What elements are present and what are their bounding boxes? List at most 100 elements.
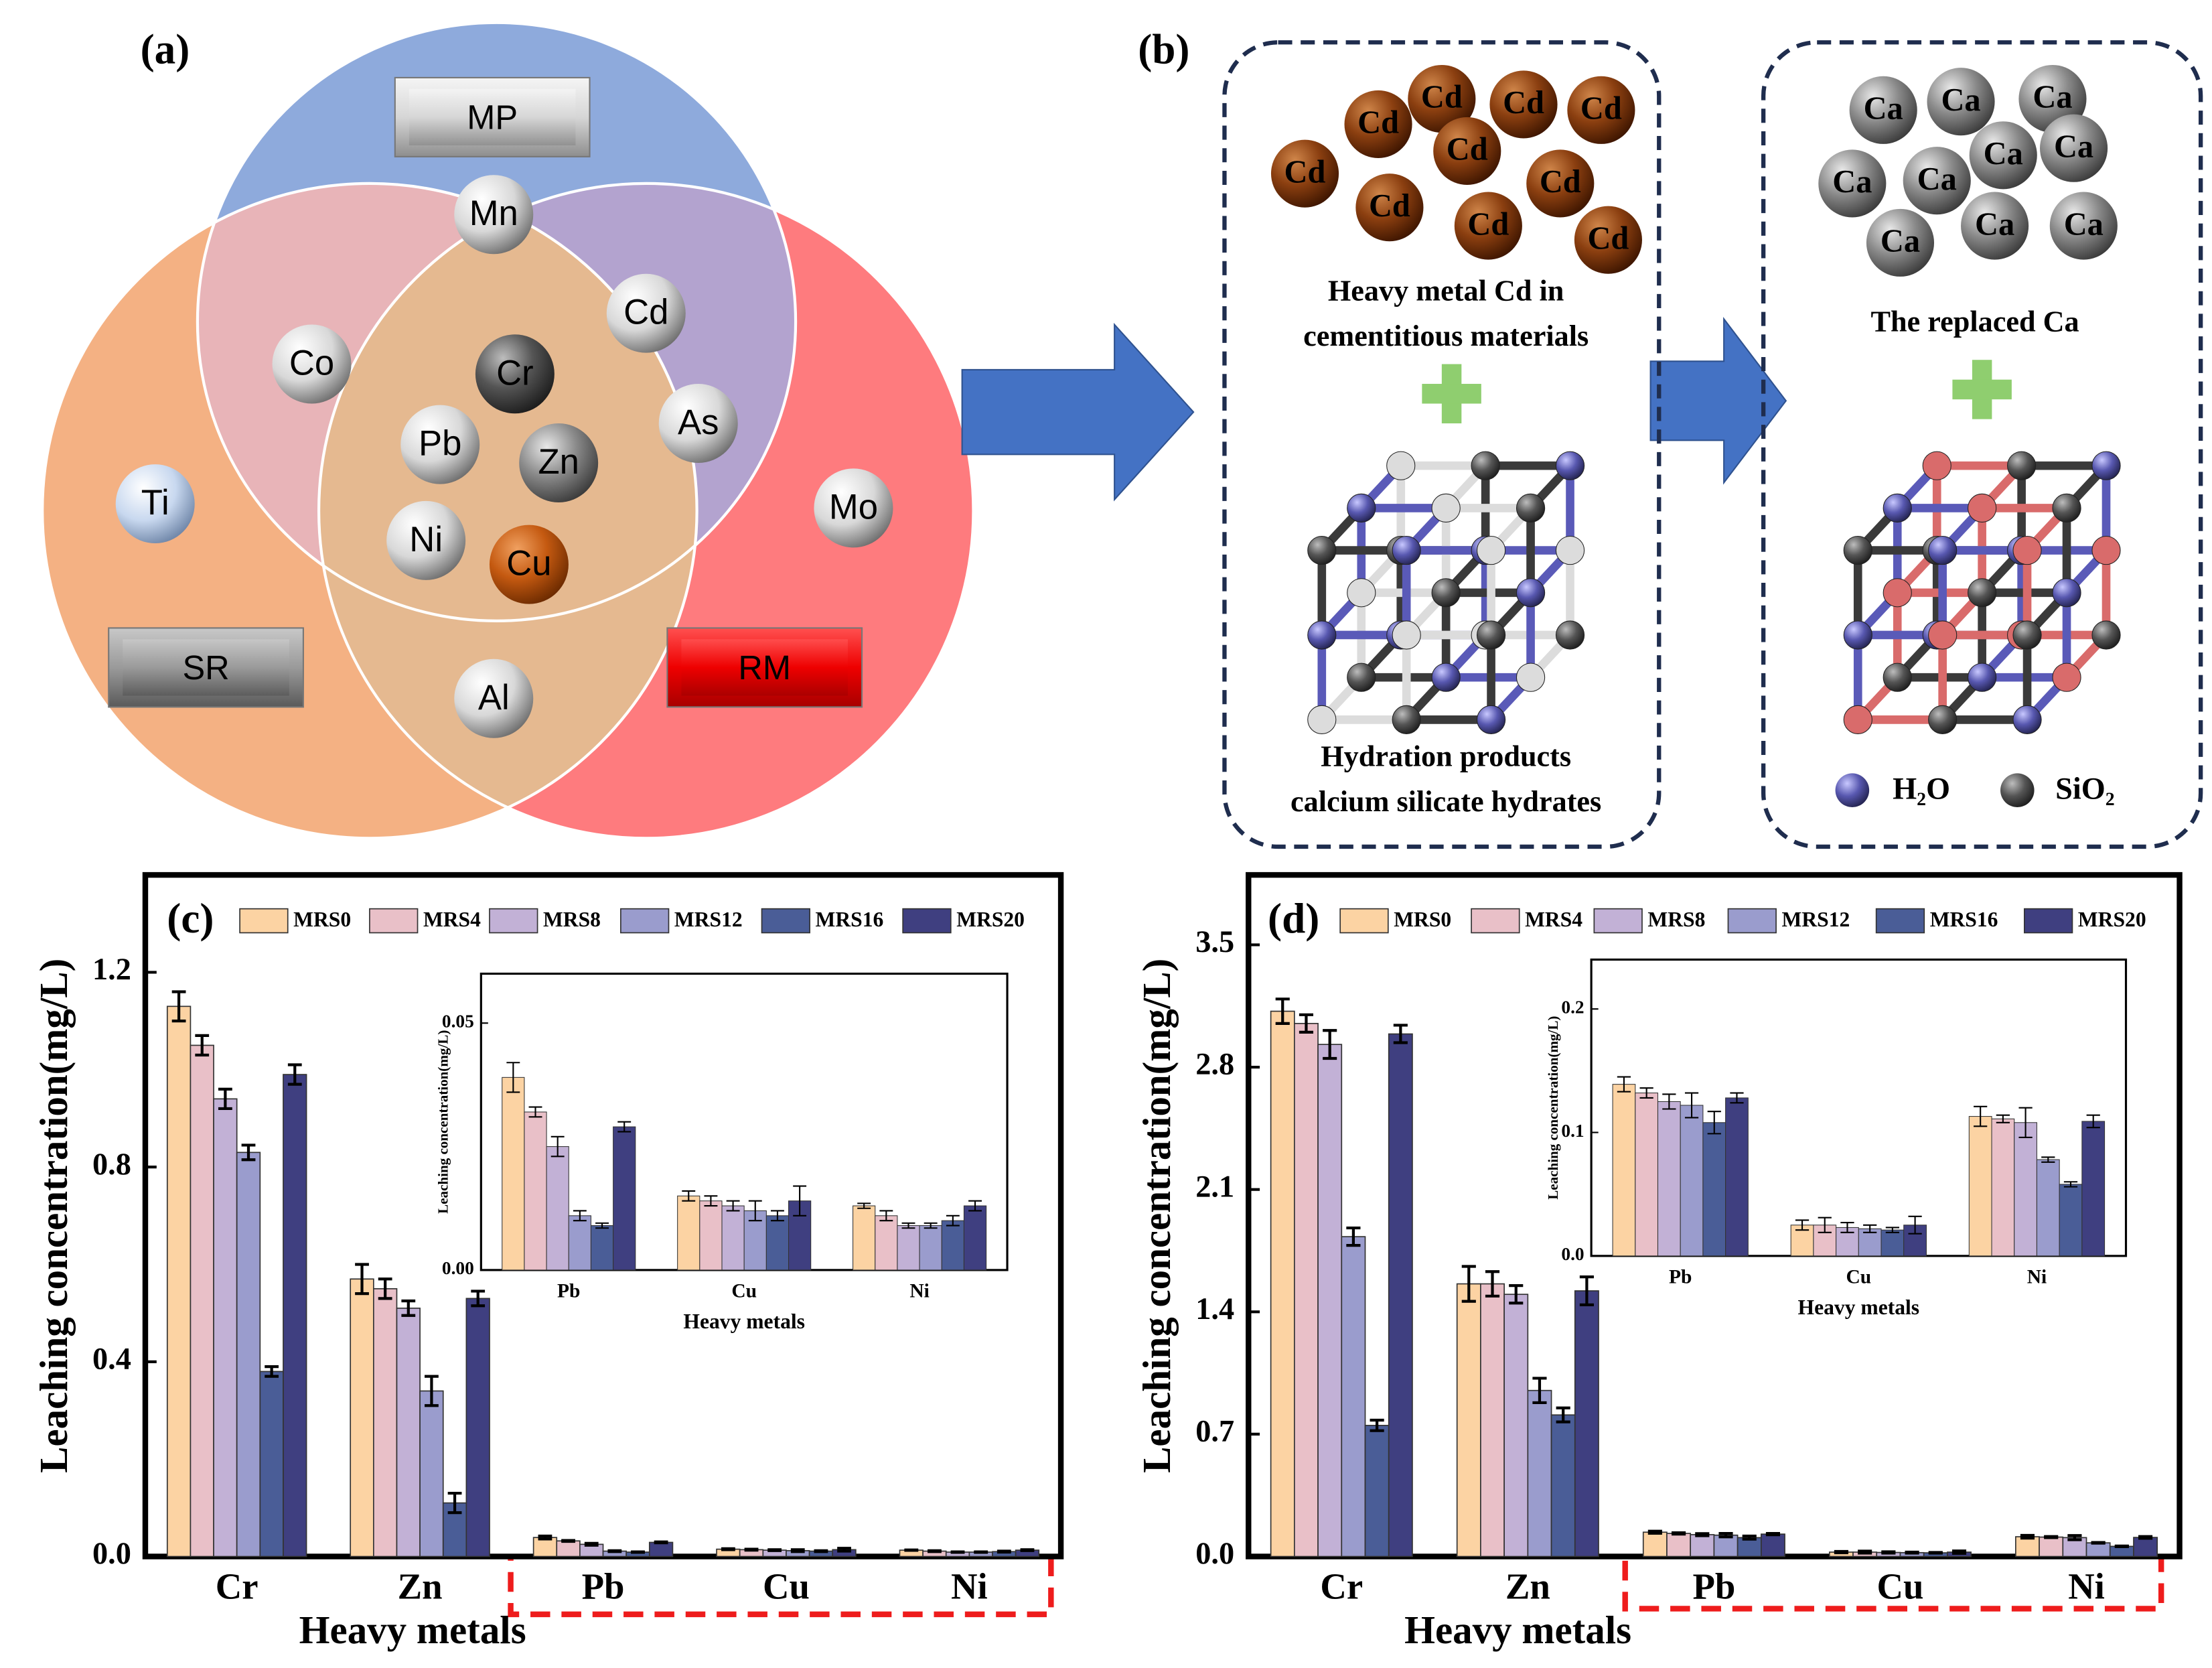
set-label: MP [467, 98, 518, 136]
atom [2091, 620, 2121, 650]
chart: 0.00 0.05 Pb Cu Ni Heavy metals Leaching conce… [435, 972, 1009, 1333]
error-bar [1532, 1377, 1547, 1405]
legend-label: MRS20 [956, 908, 1025, 931]
atom [1843, 620, 1872, 650]
x-axis-title: Heavy metals [1404, 1608, 1631, 1652]
ion-label: Ca [1984, 136, 2023, 171]
error-bar [682, 1190, 696, 1202]
cd-ion [1270, 139, 1339, 208]
error-bar [1556, 1406, 1570, 1423]
error-bar [2020, 1533, 2035, 1540]
error-bar [1662, 1093, 1676, 1110]
legend-label: MRS16 [1930, 908, 1998, 931]
atom [1883, 663, 1912, 692]
legend-swatch [1339, 908, 1389, 934]
ion-label: Cd [1357, 105, 1399, 141]
caption: Hydration products [1321, 740, 1571, 773]
x-tick-label: Cu [1876, 1566, 1923, 1607]
atom [1928, 536, 1958, 565]
x-tick-label: Ni [951, 1566, 988, 1607]
ion-label: Cd [1369, 188, 1410, 224]
x-axis-title: Heavy metals [683, 1310, 805, 1333]
ion-label: Ca [2064, 206, 2104, 242]
error-bar [631, 1550, 645, 1554]
atom [1555, 451, 1585, 480]
error-bar [726, 1200, 740, 1212]
atom [1307, 705, 1337, 734]
error-bar [528, 1106, 542, 1118]
atom [1476, 705, 1506, 734]
y-axis-title: Leaching concentration(mg/L) [435, 1030, 451, 1214]
error-bar [946, 1214, 960, 1227]
bar [1881, 1229, 1905, 1257]
set-box-face [681, 639, 849, 696]
bar [1574, 1290, 1599, 1557]
atom [1476, 536, 1506, 565]
bar [283, 1074, 307, 1557]
panel-label: (b) [1138, 26, 1189, 73]
cd-ion [1526, 149, 1595, 218]
panel-label: (a) [141, 26, 190, 73]
x-tick-label: Ni [909, 1280, 929, 1302]
element-ball [386, 500, 466, 580]
error-bar [1863, 1224, 1877, 1233]
element-label: Al [478, 678, 510, 717]
atom [1883, 493, 1912, 523]
element-label: Cu [506, 544, 551, 583]
bar [2039, 1536, 2064, 1557]
ion-label: Ca [1881, 224, 1920, 259]
bar [419, 1390, 444, 1557]
element-ball [400, 405, 480, 484]
error-bar [974, 1550, 988, 1554]
error-bar [1795, 1219, 1810, 1231]
bar [590, 1225, 614, 1271]
atom [1968, 578, 1997, 608]
bar [1702, 1122, 1726, 1257]
legend-ball [2000, 773, 2035, 807]
legend-label: MRS0 [293, 908, 351, 931]
ion-label: Cd [1580, 91, 1622, 127]
chart: 0.0 0.1 0.2 Pb Cu Ni Heavy metals Leaching conc… [1545, 958, 2128, 1319]
legend-swatch [1727, 908, 1777, 934]
bar [1480, 1283, 1505, 1557]
error-bar [1718, 1531, 1733, 1539]
atom [1968, 663, 1997, 692]
error-bar [770, 1210, 784, 1222]
bar [677, 1195, 701, 1271]
ca-ion [2040, 114, 2108, 182]
error-bar [425, 1375, 439, 1407]
ca-ion [1903, 147, 1971, 215]
x-axis-title: Heavy metals [299, 1608, 526, 1652]
element-ball [519, 423, 599, 502]
error-bar [1370, 1418, 1384, 1432]
atom [2012, 705, 2042, 734]
bar [919, 1225, 942, 1271]
error-bar [2041, 1156, 2055, 1163]
bar [502, 1076, 525, 1271]
element-label: Zn [538, 442, 579, 482]
bar [1657, 1101, 1681, 1257]
x-tick-label: Pb [557, 1280, 580, 1302]
atom [2052, 663, 2081, 692]
legend-label: SiO₂ [2055, 772, 2115, 806]
error-bar [1579, 1275, 1594, 1306]
dashed-frame [1761, 40, 2203, 849]
atom [1347, 578, 1376, 608]
cd-ion [1567, 76, 1635, 144]
error-bar [1707, 1111, 1721, 1135]
x-tick-label: Zn [1505, 1566, 1550, 1607]
y-tick-label: 2.1 [1195, 1170, 1234, 1204]
atom [1392, 705, 1421, 734]
bar [1317, 1044, 1343, 1557]
error-bar [1908, 1215, 1922, 1235]
legend-label: MRS12 [1782, 908, 1850, 931]
error-bar [793, 1185, 807, 1217]
x-tick-label: Pb [1669, 1266, 1692, 1288]
atom [1471, 451, 1500, 480]
element-label: Pb [419, 424, 461, 464]
set-box-face [409, 88, 576, 146]
bar [2133, 1537, 2158, 1557]
atom [1928, 620, 1958, 650]
bar [765, 1215, 790, 1271]
ca-ion [1818, 149, 1887, 218]
